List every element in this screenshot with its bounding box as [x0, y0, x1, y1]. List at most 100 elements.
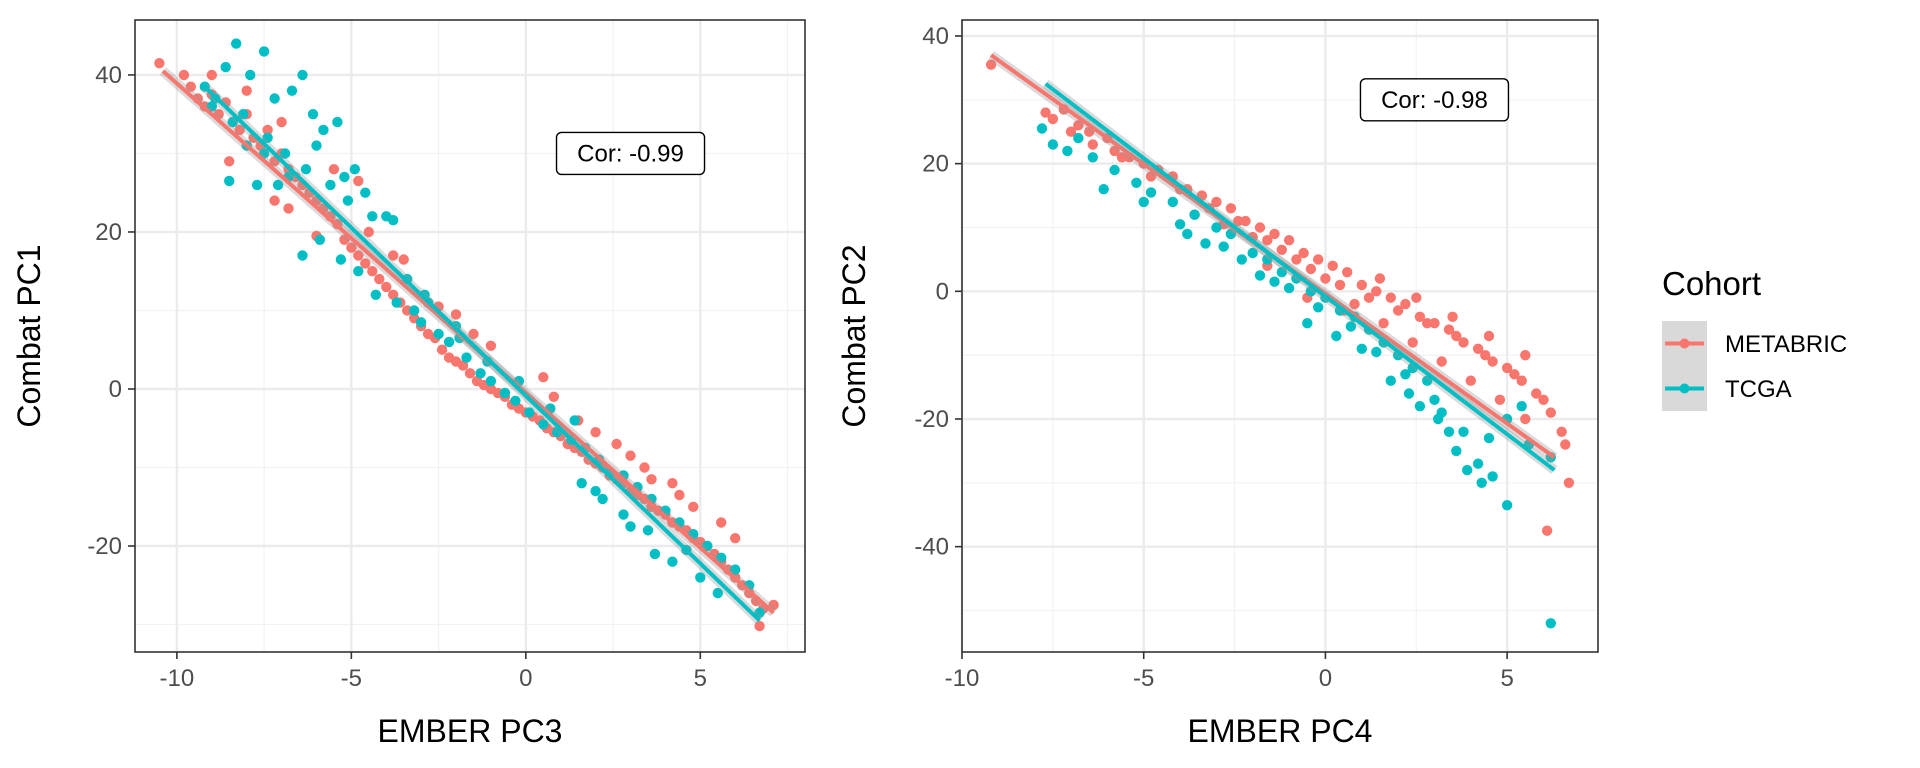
data-point: [335, 254, 347, 265]
data-point: [1462, 464, 1473, 476]
legend-item-tcga: TCGA: [1662, 366, 1792, 411]
data-point: [667, 556, 678, 567]
data-point: [262, 124, 273, 136]
data-point: [485, 340, 497, 351]
data-point: [499, 387, 511, 399]
data-point: [381, 281, 392, 293]
data-point: [370, 289, 381, 300]
data-point: [1487, 356, 1498, 367]
data-point: [283, 203, 294, 214]
x-tick-label: 0: [1319, 665, 1332, 692]
right-panel: -10 -5 0 5 -40 -20 0 20 40 EMBER PC4 Combat PC2 Cor…: [836, 19, 1599, 749]
data-point: [409, 305, 420, 316]
x-tick-label: 0: [519, 665, 532, 692]
data-point: [1436, 356, 1447, 367]
data-point: [279, 148, 291, 159]
data-point: [1145, 171, 1157, 182]
data-point: [276, 116, 287, 128]
data-point: [1374, 273, 1386, 284]
data-point: [1392, 305, 1404, 316]
data-point: [1516, 401, 1527, 412]
data-point: [1269, 228, 1280, 240]
data-point: [1109, 164, 1120, 176]
data-point: [590, 427, 601, 438]
data-point: [1560, 439, 1571, 450]
data-point: [1331, 330, 1342, 342]
data-point: [154, 58, 165, 69]
data-point: [611, 438, 622, 450]
data-point: [224, 156, 235, 167]
data-point: [224, 175, 235, 187]
data-point: [1483, 432, 1495, 444]
data-point: [475, 368, 486, 379]
data-point: [1443, 324, 1455, 335]
data-point: [1556, 426, 1567, 437]
data-point: [1476, 477, 1487, 488]
x-axis-title: EMBER PC3: [378, 713, 563, 749]
legend-dot-metabric: [1679, 338, 1690, 349]
data-point: [1283, 282, 1295, 294]
data-point: [415, 317, 427, 328]
data-point: [464, 368, 476, 379]
data-point: [674, 489, 685, 501]
x-tick-label: 5: [1500, 665, 1513, 692]
data-point: [1313, 302, 1324, 313]
data-point: [1047, 113, 1059, 125]
data-point: [1262, 254, 1273, 265]
data-point: [712, 587, 723, 599]
data-point: [391, 297, 402, 308]
data-point: [374, 273, 385, 285]
data-point: [1400, 369, 1411, 380]
data-point: [1098, 184, 1109, 195]
data-point: [1225, 203, 1237, 214]
data-point: [1363, 292, 1375, 303]
data-point: [1378, 318, 1389, 329]
data-point: [1520, 413, 1531, 425]
correlation-annotation: Cor: -0.99: [555, 131, 706, 176]
data-point: [754, 620, 765, 632]
data-point: [1225, 228, 1237, 240]
data-point: [332, 116, 343, 128]
data-point: [1211, 196, 1222, 208]
data-point: [1174, 219, 1186, 230]
data-point: [468, 328, 479, 340]
data-point: [1429, 394, 1440, 405]
data-point: [286, 85, 298, 96]
legend-title: Cohort: [1662, 265, 1761, 302]
data-point: [1040, 107, 1051, 118]
annotation-text: Cor: -0.99: [577, 140, 684, 167]
data-point: [443, 336, 455, 348]
data-point: [1541, 525, 1553, 536]
legend-label-tcga: TCGA: [1725, 376, 1792, 403]
data-point: [1371, 286, 1382, 297]
annotation-text: Cor: -0.98: [1381, 87, 1488, 114]
data-point: [649, 548, 661, 560]
data-point: [388, 250, 399, 261]
data-point: [1501, 500, 1513, 511]
data-point: [1087, 152, 1099, 163]
data-point: [388, 215, 399, 226]
data-point: [576, 478, 587, 489]
data-point: [1385, 292, 1397, 303]
data-point: [339, 234, 350, 245]
data-point: [730, 533, 741, 544]
data-point: [1385, 375, 1397, 386]
data-point: [1349, 298, 1360, 310]
y-tick-label: 20: [922, 151, 949, 178]
data-point: [1276, 244, 1288, 255]
data-point: [625, 521, 636, 532]
data-point: [367, 266, 378, 277]
data-point: [272, 179, 284, 191]
data-point: [730, 564, 741, 575]
data-point: [716, 552, 727, 563]
data-point: [1403, 388, 1415, 399]
data-point: [300, 164, 312, 175]
data-point: [1458, 337, 1469, 348]
data-point: [1429, 318, 1440, 329]
data-point: [1047, 139, 1059, 150]
data-point: [1182, 228, 1193, 240]
data-point: [1545, 407, 1557, 418]
data-point: [1073, 132, 1084, 144]
data-point: [1342, 267, 1353, 278]
